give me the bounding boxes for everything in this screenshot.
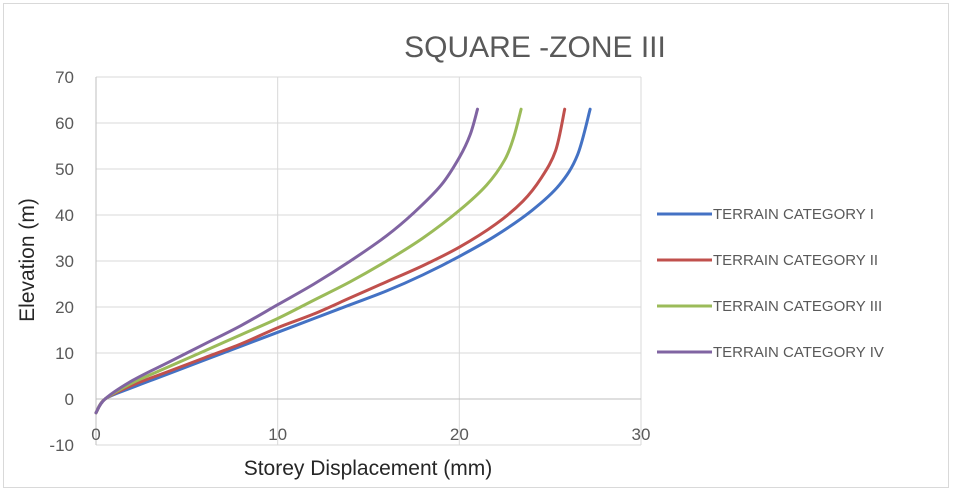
series-line-1 <box>94 107 592 415</box>
series-line-4 <box>94 107 479 415</box>
y-tick-label: 0 <box>65 390 74 409</box>
legend: TERRAIN CATEGORY I TERRAIN CATEGORY II TER… <box>657 206 884 361</box>
y-tick-label: 30 <box>55 252 74 271</box>
series-line-2 <box>94 107 567 415</box>
x-tick-label: 10 <box>268 425 287 444</box>
x-tick-label: 20 <box>450 425 469 444</box>
y-axis-title: Elevation (m) <box>16 198 39 322</box>
chart-frame <box>3 3 949 488</box>
y-tick-label: 60 <box>55 114 74 133</box>
axes <box>95 77 641 445</box>
y-tick-label: 70 <box>55 68 74 87</box>
y-tick-label: -10 <box>49 436 74 455</box>
y-tick-label: 10 <box>55 344 74 363</box>
legend-label-2: TERRAIN CATEGORY II <box>713 252 878 269</box>
series-line-3 <box>94 107 523 415</box>
legend-label-4: TERRAIN CATEGORY IV <box>713 344 884 361</box>
chart-title: SQUARE -ZONE III <box>404 31 666 64</box>
legend-label-1: TERRAIN CATEGORY I <box>713 206 874 223</box>
x-tick-label: 0 <box>91 425 100 444</box>
series-lines <box>94 107 592 415</box>
y-tick-label: 40 <box>55 206 74 225</box>
y-tick-label: 20 <box>55 298 74 317</box>
tick-labels: -10 0 10 20 30 40 50 60 70 0 10 20 30 <box>49 68 650 455</box>
x-tick-label: 30 <box>632 425 651 444</box>
x-axis-title: Storey Displacement (mm) <box>244 457 493 480</box>
legend-label-3: TERRAIN CATEGORY III <box>713 298 882 315</box>
y-tick-label: 50 <box>55 160 74 179</box>
